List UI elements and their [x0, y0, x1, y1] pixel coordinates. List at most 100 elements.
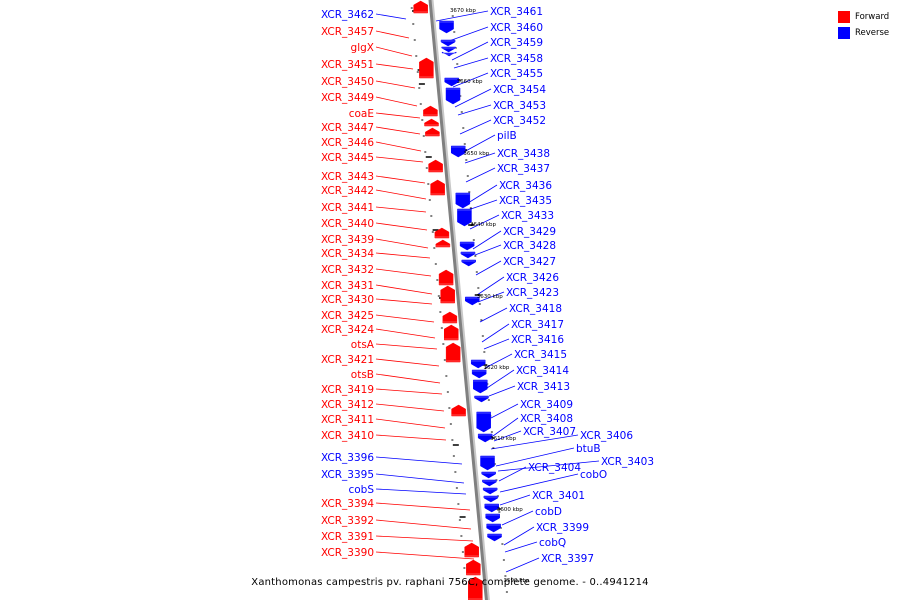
connector-otsa	[375, 343, 438, 350]
reverse-gene-block	[483, 495, 499, 503]
gene-label-xcr-3441: XCR_3441	[321, 202, 374, 214]
connector-xcr-3432	[375, 268, 432, 277]
gene-label-pilb: pilB	[497, 130, 517, 142]
gene-label-xcr-3412: XCR_3412	[321, 399, 374, 411]
reverse-gene-block	[481, 471, 496, 479]
connector-xcr-3407	[493, 430, 522, 442]
gene-label-xcr-3392: XCR_3392	[321, 515, 374, 527]
gene-label-xcr-3460: XCR_3460	[490, 22, 543, 34]
reverse-gene-block	[439, 20, 454, 34]
connector-xcr-3396	[375, 456, 463, 465]
connector-xcr-3442	[375, 189, 427, 200]
gene-label-xcr-3443: XCR_3443	[321, 171, 374, 183]
connector-xcr-3426	[476, 276, 505, 296]
gene-label-xcr-3404: XCR_3404	[528, 462, 581, 474]
gene-label-xcr-3395: XCR_3395	[321, 469, 374, 481]
connector-xcr-3397	[505, 557, 540, 573]
forward-gene-block	[419, 57, 434, 79]
forward-gene-block	[435, 239, 451, 248]
reverse-gene-block	[487, 533, 502, 542]
gene-label-xcr-3403: XCR_3403	[601, 456, 654, 468]
connector-xcr-3411	[375, 418, 446, 429]
reverse-gene-block	[459, 241, 475, 251]
gene-label-xcr-3446: XCR_3446	[321, 137, 374, 149]
connector-xcr-3394	[375, 502, 471, 511]
gene-label-xcr-3452: XCR_3452	[493, 115, 546, 127]
connector-pilb	[461, 134, 496, 154]
gene-label-xcr-3399: XCR_3399	[536, 522, 589, 534]
gene-label-xcr-3411: XCR_3411	[321, 414, 374, 426]
backbone-line	[428, 0, 488, 600]
gene-label-xcr-3409: XCR_3409	[520, 399, 573, 411]
connector-xcr-3450	[375, 80, 416, 89]
connector-xcr-3425	[375, 314, 435, 323]
legend-item-reverse: Reverse	[838, 25, 889, 41]
gene-label-cobd: cobD	[535, 506, 562, 518]
gene-label-xcr-3406: XCR_3406	[580, 430, 633, 442]
gene-label-xcr-3417: XCR_3417	[511, 319, 564, 331]
gene-label-cobo: cobO	[580, 469, 607, 481]
legend-label-reverse: Reverse	[855, 28, 890, 38]
gene-label-xcr-3432: XCR_3432	[321, 264, 374, 276]
connector-xcr-3413	[488, 385, 516, 397]
connector-xcr-3449	[375, 96, 418, 107]
legend: Forward Reverse	[838, 9, 889, 41]
reverse-gene-block	[474, 395, 489, 403]
gene-label-xcr-3445: XCR_3445	[321, 152, 374, 164]
gene-label-xcr-3401: XCR_3401	[532, 490, 585, 502]
forward-gene-block	[442, 311, 458, 324]
figure-caption: Xanthomonas campestris pv. raphani 756C,…	[251, 577, 649, 588]
gene-label-xcr-3436: XCR_3436	[499, 180, 552, 192]
gene-label-xcr-3424: XCR_3424	[321, 324, 374, 336]
connector-xcr-3424	[375, 328, 436, 339]
reverse-gene-block	[482, 479, 497, 487]
connector-cobo	[499, 473, 579, 493]
gene-label-xcr-3461: XCR_3461	[490, 6, 543, 18]
reverse-gene-block	[476, 411, 491, 433]
forward-gene-block	[423, 105, 438, 117]
gene-label-xcr-3434: XCR_3434	[321, 248, 374, 260]
connector-otsb	[375, 373, 441, 384]
connector-xcr-3410	[375, 434, 447, 441]
connector-xcr-3457	[375, 30, 410, 39]
reverse-gene-block	[461, 259, 476, 267]
connector-xcr-3428	[474, 244, 502, 256]
gene-label-xcr-3391: XCR_3391	[321, 531, 374, 543]
gene-label-xcr-3462: XCR_3462	[321, 9, 374, 21]
gene-label-xcr-3442: XCR_3442	[321, 185, 374, 197]
connector-xcr-3438	[464, 152, 496, 164]
connector-xcr-3401	[499, 494, 531, 506]
gene-label-xcr-3451: XCR_3451	[321, 59, 374, 71]
gene-label-xcr-3431: XCR_3431	[321, 280, 374, 292]
connector-cobd	[501, 510, 534, 526]
connector-xcr-3454	[454, 88, 492, 108]
kbp-tick-label: 3660 kbp	[457, 79, 483, 85]
connector-xcr-3399	[503, 526, 535, 546]
reverse-gene-block	[471, 369, 487, 379]
connector-xcr-3451	[375, 63, 414, 70]
reverse-gene-block	[477, 433, 493, 443]
reverse-gene-block	[460, 251, 476, 259]
kbp-tick-label: 3610 kbp	[490, 436, 516, 442]
gene-label-xcr-3394: XCR_3394	[321, 498, 374, 510]
gene-label-xcr-3453: XCR_3453	[493, 100, 546, 112]
gene-label-xcr-3459: XCR_3459	[490, 37, 543, 49]
reverse-gene-block	[484, 503, 500, 513]
reverse-gene-block	[440, 39, 456, 47]
connector-xcr-3452	[459, 119, 492, 135]
connector-xcr-3460	[448, 26, 489, 42]
legend-swatch-reverse	[838, 27, 850, 39]
connector-xcr-3437	[465, 167, 496, 183]
forward-gene-block	[445, 342, 461, 363]
genome-backbone	[410, 0, 508, 600]
forward-gene-block	[444, 324, 459, 341]
connector-xcr-3446	[375, 141, 422, 152]
gene-label-coae: coaE	[349, 108, 374, 120]
connector-xcr-3409	[490, 403, 519, 419]
connector-xcr-3408	[492, 417, 519, 437]
connector-xcr-3441	[375, 206, 427, 213]
gene-label-xcr-3426: XCR_3426	[506, 272, 559, 284]
label-connectors	[375, 10, 600, 573]
gene-label-xcr-3439: XCR_3439	[321, 234, 374, 246]
